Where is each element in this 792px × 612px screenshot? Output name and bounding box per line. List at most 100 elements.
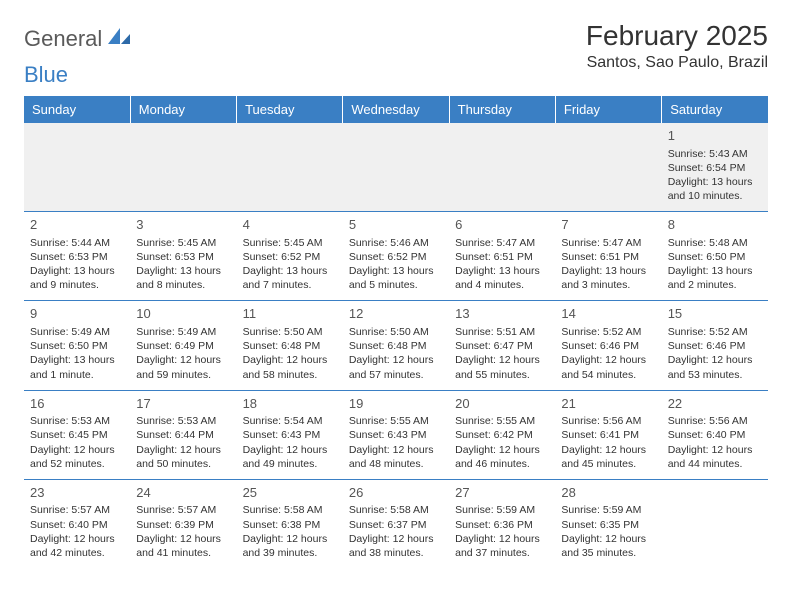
day-cell: 28Sunrise: 5:59 AMSunset: 6:35 PMDayligh… [555, 479, 661, 568]
sunrise-line: Sunrise: 5:59 AM [561, 503, 655, 517]
sunrise-line: Sunrise: 5:49 AM [136, 325, 230, 339]
day-number: 6 [455, 216, 549, 234]
sunset-line: Sunset: 6:40 PM [30, 518, 124, 532]
day-cell: 2Sunrise: 5:44 AMSunset: 6:53 PMDaylight… [24, 212, 130, 301]
daylight-line: Daylight: 13 hours and 7 minutes. [243, 264, 337, 292]
sunrise-line: Sunrise: 5:54 AM [243, 414, 337, 428]
sunset-line: Sunset: 6:39 PM [136, 518, 230, 532]
sunrise-line: Sunrise: 5:43 AM [668, 147, 762, 161]
calendar-table: SundayMondayTuesdayWednesdayThursdayFrid… [24, 96, 768, 568]
day-header: Tuesday [237, 96, 343, 123]
daylight-line: Daylight: 12 hours and 58 minutes. [243, 353, 337, 381]
sunrise-line: Sunrise: 5:53 AM [136, 414, 230, 428]
day-cell [662, 479, 768, 568]
day-cell: 3Sunrise: 5:45 AMSunset: 6:53 PMDaylight… [130, 212, 236, 301]
sunrise-line: Sunrise: 5:55 AM [455, 414, 549, 428]
sunset-line: Sunset: 6:54 PM [668, 161, 762, 175]
sunrise-line: Sunrise: 5:52 AM [561, 325, 655, 339]
day-number: 16 [30, 395, 124, 413]
sunset-line: Sunset: 6:40 PM [668, 428, 762, 442]
day-cell: 26Sunrise: 5:58 AMSunset: 6:37 PMDayligh… [343, 479, 449, 568]
sunset-line: Sunset: 6:50 PM [668, 250, 762, 264]
sunrise-line: Sunrise: 5:50 AM [243, 325, 337, 339]
month-title: February 2025 [586, 20, 768, 52]
daylight-line: Daylight: 12 hours and 35 minutes. [561, 532, 655, 560]
day-cell: 27Sunrise: 5:59 AMSunset: 6:36 PMDayligh… [449, 479, 555, 568]
daylight-line: Daylight: 12 hours and 39 minutes. [243, 532, 337, 560]
daylight-line: Daylight: 12 hours and 46 minutes. [455, 443, 549, 471]
day-cell: 18Sunrise: 5:54 AMSunset: 6:43 PMDayligh… [237, 390, 343, 479]
daylight-line: Daylight: 12 hours and 53 minutes. [668, 353, 762, 381]
sunrise-line: Sunrise: 5:55 AM [349, 414, 443, 428]
logo-sail-icon [106, 26, 132, 52]
logo-text-2: Blue [24, 62, 768, 88]
day-cell [343, 123, 449, 212]
week-row: 1Sunrise: 5:43 AMSunset: 6:54 PMDaylight… [24, 123, 768, 212]
sunrise-line: Sunrise: 5:51 AM [455, 325, 549, 339]
day-number: 24 [136, 484, 230, 502]
day-number: 12 [349, 305, 443, 323]
sunrise-line: Sunrise: 5:53 AM [30, 414, 124, 428]
daylight-line: Daylight: 13 hours and 5 minutes. [349, 264, 443, 292]
day-cell: 1Sunrise: 5:43 AMSunset: 6:54 PMDaylight… [662, 123, 768, 212]
sunset-line: Sunset: 6:46 PM [668, 339, 762, 353]
sunrise-line: Sunrise: 5:58 AM [243, 503, 337, 517]
day-cell [24, 123, 130, 212]
sunset-line: Sunset: 6:38 PM [243, 518, 337, 532]
sunset-line: Sunset: 6:45 PM [30, 428, 124, 442]
daylight-line: Daylight: 12 hours and 45 minutes. [561, 443, 655, 471]
day-cell: 6Sunrise: 5:47 AMSunset: 6:51 PMDaylight… [449, 212, 555, 301]
day-header-row: SundayMondayTuesdayWednesdayThursdayFrid… [24, 96, 768, 123]
sunset-line: Sunset: 6:37 PM [349, 518, 443, 532]
sunrise-line: Sunrise: 5:52 AM [668, 325, 762, 339]
sunset-line: Sunset: 6:50 PM [30, 339, 124, 353]
sunrise-line: Sunrise: 5:49 AM [30, 325, 124, 339]
sunrise-line: Sunrise: 5:58 AM [349, 503, 443, 517]
day-cell: 15Sunrise: 5:52 AMSunset: 6:46 PMDayligh… [662, 301, 768, 390]
day-number: 25 [243, 484, 337, 502]
day-number: 28 [561, 484, 655, 502]
day-header: Saturday [662, 96, 768, 123]
sunset-line: Sunset: 6:35 PM [561, 518, 655, 532]
day-cell [237, 123, 343, 212]
daylight-line: Daylight: 12 hours and 59 minutes. [136, 353, 230, 381]
daylight-line: Daylight: 13 hours and 1 minute. [30, 353, 124, 381]
week-row: 9Sunrise: 5:49 AMSunset: 6:50 PMDaylight… [24, 301, 768, 390]
daylight-line: Daylight: 12 hours and 52 minutes. [30, 443, 124, 471]
day-number: 5 [349, 216, 443, 234]
daylight-line: Daylight: 12 hours and 37 minutes. [455, 532, 549, 560]
day-cell: 4Sunrise: 5:45 AMSunset: 6:52 PMDaylight… [237, 212, 343, 301]
week-row: 16Sunrise: 5:53 AMSunset: 6:45 PMDayligh… [24, 390, 768, 479]
week-row: 23Sunrise: 5:57 AMSunset: 6:40 PMDayligh… [24, 479, 768, 568]
sunrise-line: Sunrise: 5:46 AM [349, 236, 443, 250]
daylight-line: Daylight: 12 hours and 57 minutes. [349, 353, 443, 381]
day-header: Wednesday [343, 96, 449, 123]
sunset-line: Sunset: 6:53 PM [136, 250, 230, 264]
day-number: 17 [136, 395, 230, 413]
day-number: 2 [30, 216, 124, 234]
day-header: Sunday [24, 96, 130, 123]
day-header: Friday [555, 96, 661, 123]
daylight-line: Daylight: 13 hours and 9 minutes. [30, 264, 124, 292]
day-number: 10 [136, 305, 230, 323]
sunrise-line: Sunrise: 5:56 AM [668, 414, 762, 428]
day-number: 7 [561, 216, 655, 234]
sunset-line: Sunset: 6:51 PM [561, 250, 655, 264]
sunset-line: Sunset: 6:41 PM [561, 428, 655, 442]
day-header: Monday [130, 96, 236, 123]
sunset-line: Sunset: 6:53 PM [30, 250, 124, 264]
day-number: 21 [561, 395, 655, 413]
day-cell [555, 123, 661, 212]
day-number: 27 [455, 484, 549, 502]
day-cell: 9Sunrise: 5:49 AMSunset: 6:50 PMDaylight… [24, 301, 130, 390]
daylight-line: Daylight: 12 hours and 44 minutes. [668, 443, 762, 471]
day-cell: 16Sunrise: 5:53 AMSunset: 6:45 PMDayligh… [24, 390, 130, 479]
day-cell: 5 Sunrise: 5:46 AMSunset: 6:52 PMDaylight… [343, 212, 449, 301]
day-cell: 10Sunrise: 5:49 AMSunset: 6:49 PMDayligh… [130, 301, 236, 390]
daylight-line: Daylight: 13 hours and 10 minutes. [668, 175, 762, 203]
sunset-line: Sunset: 6:48 PM [349, 339, 443, 353]
sunrise-line: Sunrise: 5:50 AM [349, 325, 443, 339]
sunrise-line: Sunrise: 5:57 AM [136, 503, 230, 517]
sunset-line: Sunset: 6:48 PM [243, 339, 337, 353]
sunset-line: Sunset: 6:52 PM [349, 250, 443, 264]
